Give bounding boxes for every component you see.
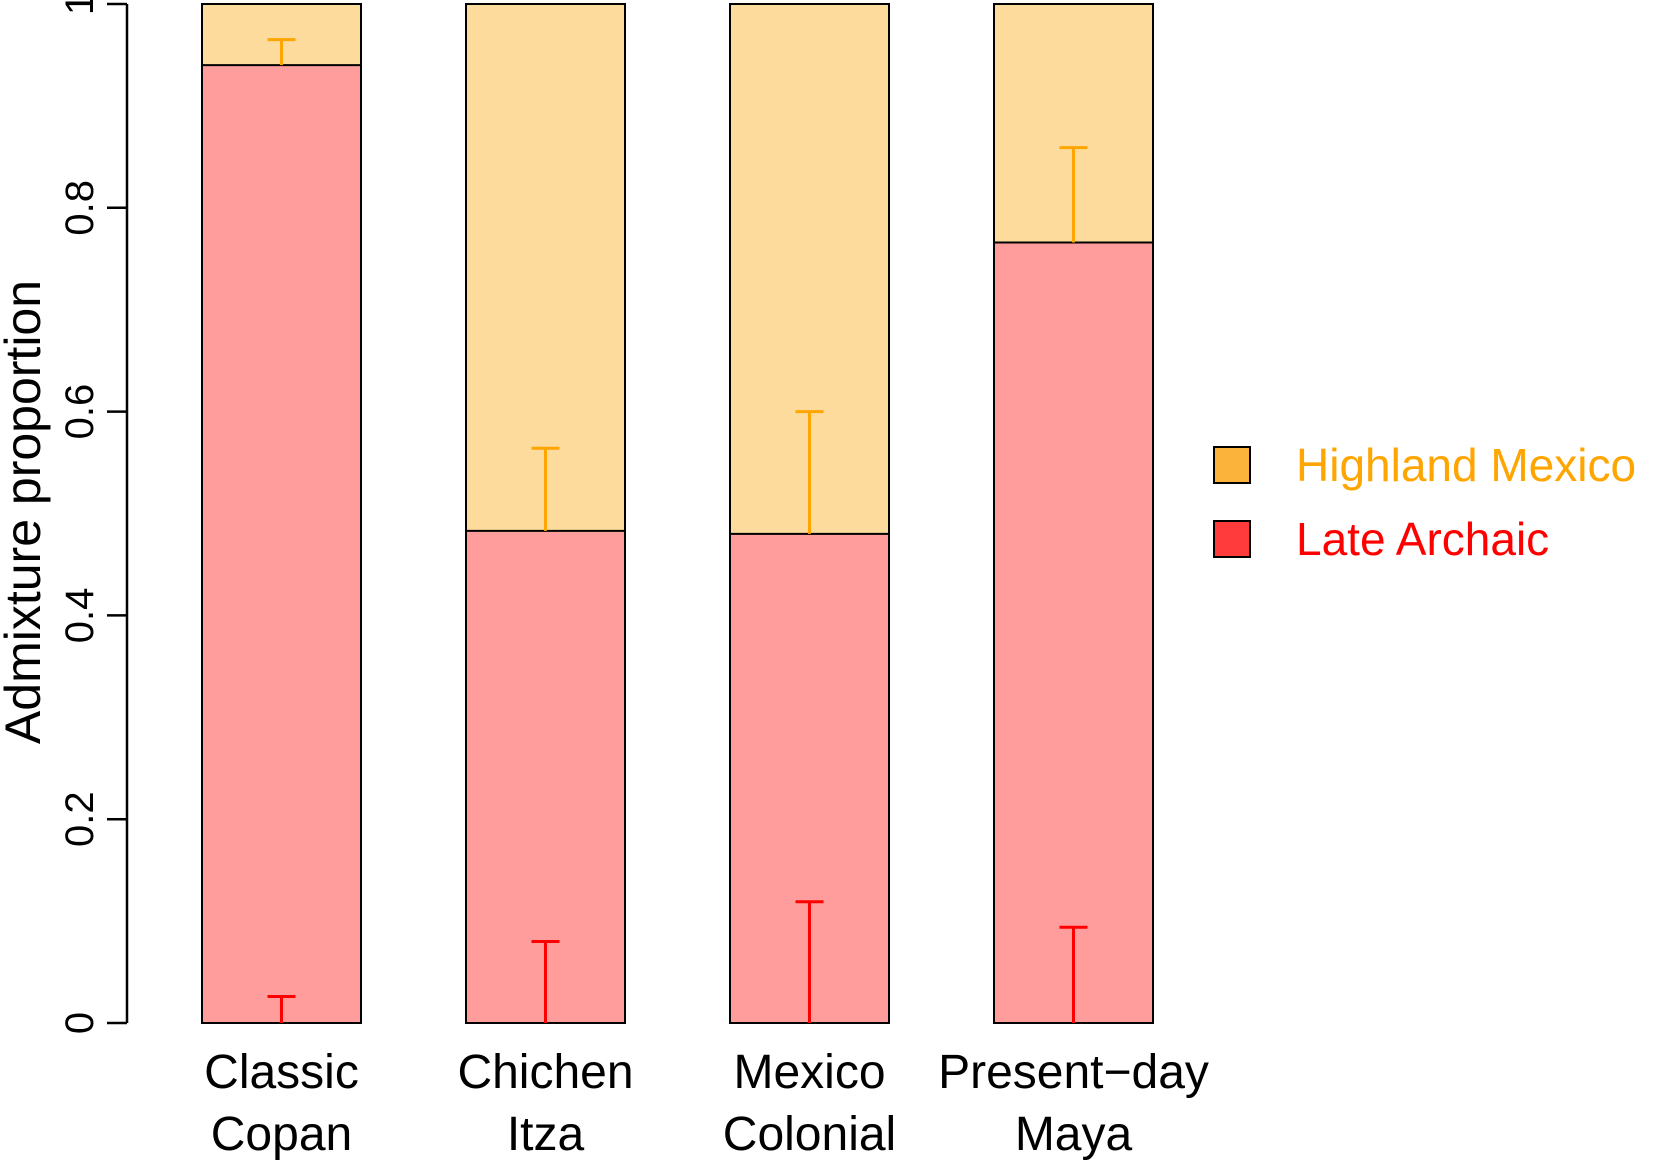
x-tick-label: Itza [507,1108,585,1161]
error-bars [267,38,1088,1023]
y-tick-label: 0.6 [58,384,102,440]
x-tick-label: Mexico [733,1046,885,1099]
bar-segment-late-archaic [994,242,1153,1024]
y-axis: 0 0.2 0.4 0.6 0.8 1 [58,0,129,1034]
legend-swatch [1213,520,1251,558]
y-tick-label: 0.8 [58,180,102,236]
bar-segment-late-archaic [202,65,361,1023]
x-axis-labels: Classic Copan Chichen Itza Mexico Colonial Pre… [204,1046,1209,1161]
y-tick-label: 1 [58,0,102,15]
y-axis-label: Admixture proportion [0,280,51,744]
y-tick-label: 0.4 [58,588,102,644]
x-tick-label: Maya [1015,1108,1133,1161]
x-tick-label: Colonial [723,1108,896,1161]
y-tick-label: 0 [58,1012,102,1034]
bars [201,3,1154,1024]
y-tick-label: 0.2 [58,791,102,847]
x-tick-label: Present−day [938,1046,1209,1099]
x-tick-label: Chichen [457,1046,633,1099]
legend-label: Late Archaic [1296,513,1549,565]
bar-segment-highland-mexico [466,4,625,531]
legend: Highland Mexico Late Archaic [1213,439,1636,565]
x-tick-label: Copan [211,1108,352,1161]
legend-swatch [1213,446,1251,484]
x-tick-label: Classic [204,1046,359,1099]
legend-label: Highland Mexico [1296,439,1636,491]
